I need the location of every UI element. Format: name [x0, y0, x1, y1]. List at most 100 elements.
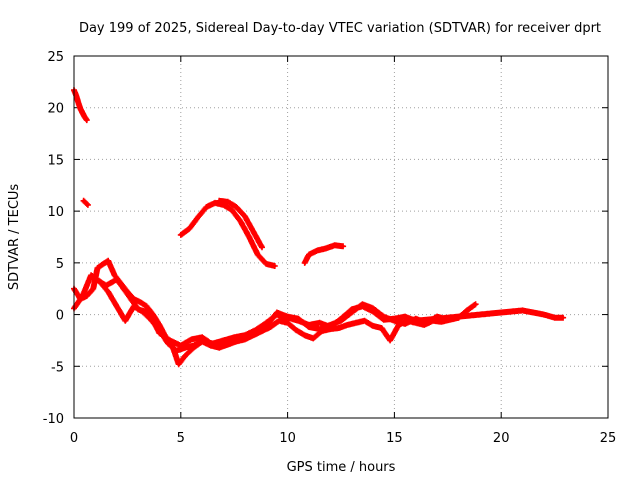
data-point [234, 205, 238, 209]
data-point [83, 115, 87, 119]
data-point [239, 219, 243, 223]
x-tick-label: 20 [493, 431, 510, 446]
data-point [192, 344, 196, 348]
data-point [254, 331, 258, 335]
data-point [510, 309, 514, 313]
data-point [187, 227, 191, 231]
data-point [303, 333, 307, 337]
plot-frame [73, 55, 609, 419]
data-point [277, 319, 281, 323]
data-point [499, 311, 503, 315]
data-point [388, 338, 392, 342]
data-point [318, 321, 322, 325]
data-point [362, 319, 366, 323]
y-tick-label: 20 [47, 102, 64, 117]
data-point [226, 200, 230, 204]
data-point [138, 300, 142, 304]
data-point [256, 253, 260, 257]
data-point [74, 93, 78, 97]
data-point [177, 362, 181, 366]
data-point [213, 201, 217, 205]
data-point [286, 321, 290, 325]
y-tick-label: 0 [56, 309, 64, 324]
data-point [478, 313, 482, 317]
data-point [424, 321, 428, 325]
data-point [243, 336, 247, 340]
data-point [247, 235, 251, 239]
data-point [123, 319, 127, 323]
series-arc-b [80, 197, 91, 208]
data-point [183, 346, 187, 350]
data-point [125, 292, 129, 296]
data-point [337, 326, 341, 330]
data-point [78, 107, 82, 111]
data-point [307, 253, 311, 257]
data-point [82, 199, 86, 203]
x-tick-label: 10 [279, 431, 296, 446]
data-point [403, 315, 407, 319]
data-point [467, 314, 471, 318]
data-point [446, 318, 450, 322]
data-point [175, 349, 179, 353]
data-point [91, 287, 95, 291]
data-point [521, 308, 525, 312]
y-tick-label: 15 [47, 153, 64, 168]
data-point [230, 208, 234, 212]
data-point [93, 276, 97, 280]
data-point [316, 248, 320, 252]
x-tick-label: 5 [177, 431, 185, 446]
data-point [275, 311, 279, 315]
series-arc-h [92, 275, 462, 349]
data-point [286, 315, 290, 319]
y-tick-label: 10 [47, 205, 64, 220]
x-tick-label: 15 [386, 431, 403, 446]
data-point [200, 335, 204, 339]
data-point [260, 245, 264, 249]
data-point [136, 307, 140, 311]
data-point [113, 273, 117, 277]
tick-labels: 0 5 10 15 20 25 -10 -5 0 5 10 15 20 25 [43, 50, 617, 446]
data-point [204, 205, 208, 209]
data-point [360, 302, 364, 306]
data-point [157, 323, 161, 327]
chart-title: Day 199 of 2025, Sidereal Day-to-day VTE… [79, 21, 601, 36]
data-point [179, 233, 183, 237]
data-point [474, 302, 478, 306]
data-point [81, 294, 85, 298]
data-point [354, 321, 358, 325]
data-point [553, 316, 557, 320]
x-axis-label: GPS time / hours [287, 460, 396, 475]
data-point [89, 273, 93, 277]
data-point [328, 323, 332, 327]
data-point [232, 337, 236, 341]
data-point [85, 118, 89, 122]
data-point [392, 319, 396, 323]
series-arc-d [216, 197, 265, 251]
data-point [100, 263, 104, 267]
data-point [104, 284, 108, 288]
data-point [456, 316, 460, 320]
data-point [311, 336, 315, 340]
data-point [371, 324, 375, 328]
data-point [179, 344, 183, 348]
data-point [84, 201, 88, 205]
data-point [382, 315, 386, 319]
data-point [147, 311, 151, 315]
data-point [222, 340, 226, 344]
data-point [371, 306, 375, 310]
data-point [542, 313, 546, 317]
data-point [273, 264, 277, 268]
data-point [350, 311, 354, 315]
data-point [183, 354, 187, 358]
data-point [157, 331, 161, 335]
data-point [345, 323, 349, 327]
y-tick-label: -10 [43, 412, 64, 427]
data-point [296, 317, 300, 321]
y-axis-label: SDTVAR / TECUs [7, 184, 22, 291]
data-point [196, 215, 200, 219]
x-tick-label: 25 [600, 431, 617, 446]
y-tick-label: 25 [47, 50, 64, 65]
data-points [71, 87, 567, 368]
